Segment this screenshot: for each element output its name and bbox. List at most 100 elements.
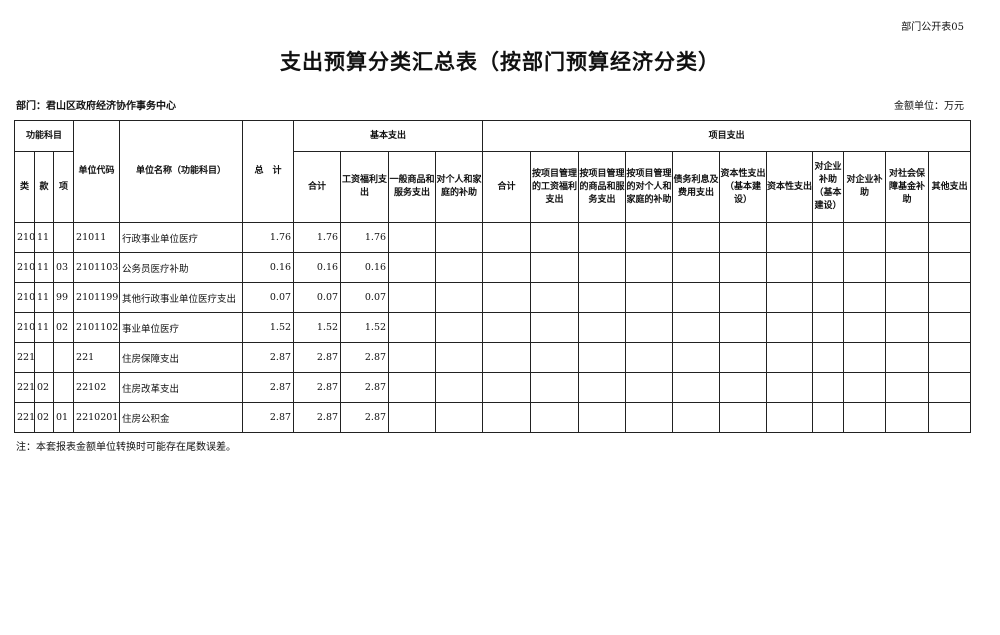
table-row: 221 221 住房保障支出 2.87 2.87 2.87: [14, 342, 972, 373]
cell-empty: [388, 312, 437, 343]
header-project-col: 按项目管理的商品和服务支出: [578, 151, 627, 223]
unit-label: 金额单位：万元: [894, 101, 964, 112]
cell-empty: [578, 342, 627, 373]
cell-empty: [812, 372, 845, 403]
cell-empty: [812, 282, 845, 313]
cell-empty: [928, 252, 972, 283]
cell-empty: [435, 372, 484, 403]
header-kuan: 款: [34, 151, 54, 223]
cell-kuan: 11: [34, 312, 54, 343]
page-title: 支出预算分类汇总表（按部门预算经济分类）: [280, 49, 720, 74]
cell-code: 2210201: [73, 402, 121, 433]
header-func-subject: 功能科目: [13, 120, 75, 152]
header-project-col: 合计: [482, 151, 532, 223]
cell-empty: [672, 372, 721, 403]
table-row: 210 11 02 2101102 事业单位医疗 1.52 1.52 1.52: [14, 312, 972, 343]
cell-empty: [843, 402, 887, 433]
table-row: 210 11 03 2101103 公务员医疗补助 0.16 0.16 0.16: [14, 252, 972, 283]
cell-empty: [672, 252, 721, 283]
cell-wages: 0.16: [340, 252, 390, 283]
cell-empty: [435, 222, 484, 253]
cell-empty: [928, 372, 972, 403]
cell-kuan: 11: [34, 222, 54, 253]
cell-empty: [530, 372, 580, 403]
cell-empty: [482, 342, 532, 373]
table-row: 210 11 99 2101199 其他行政事业单位医疗支出 0.07 0.07 0.07: [14, 282, 972, 313]
header-unit-code: 单位代码: [73, 120, 121, 223]
cell-empty: [435, 312, 484, 343]
cell-xiang: 02: [52, 312, 75, 343]
cell-lei: 221: [14, 402, 35, 433]
cell-empty: [482, 222, 532, 253]
cell-empty: [578, 402, 627, 433]
header-project-col: 资本性支出: [766, 151, 814, 223]
cell-basic-total: 1.52: [293, 312, 342, 343]
cell-lei: 210: [14, 312, 35, 343]
cell-empty: [625, 222, 674, 253]
cell-empty: [388, 222, 437, 253]
cell-code: 2101103: [73, 252, 121, 283]
table-row: 221 02 22102 住房改革支出 2.87 2.87 2.87: [14, 372, 972, 403]
cell-name: 行政事业单位医疗: [119, 222, 244, 253]
cell-empty: [625, 252, 674, 283]
footnote: 注：本套报表金额单位转换时可能存在尾数误差。: [16, 442, 236, 453]
cell-empty: [672, 222, 721, 253]
cell-empty: [530, 342, 580, 373]
cell-code: 2101102: [73, 312, 121, 343]
cell-name: 公务员医疗补助: [119, 252, 244, 283]
cell-name: 住房公积金: [119, 402, 244, 433]
cell-xiang: [52, 372, 75, 403]
cell-empty: [482, 282, 532, 313]
cell-empty: [719, 252, 768, 283]
cell-empty: [625, 402, 674, 433]
cell-xiang: 03: [52, 252, 75, 283]
cell-empty: [885, 402, 930, 433]
table-row: 221 02 01 2210201 住房公积金 2.87 2.87 2.87: [14, 402, 972, 433]
cell-empty: [625, 282, 674, 313]
header-unit-name: 单位名称（功能科目）: [119, 120, 244, 223]
cell-kuan: 11: [34, 282, 54, 313]
cell-total: 2.87: [242, 402, 295, 433]
header-project: 项目支出: [482, 120, 972, 152]
cell-total: 0.07: [242, 282, 295, 313]
header-basic-col: 一般商品和服务支出: [388, 151, 437, 223]
cell-basic-total: 1.76: [293, 222, 342, 253]
cell-empty: [843, 372, 887, 403]
cell-empty: [435, 282, 484, 313]
cell-empty: [578, 372, 627, 403]
cell-basic-total: 0.16: [293, 252, 342, 283]
cell-empty: [530, 222, 580, 253]
cell-code: 21011: [73, 222, 121, 253]
cell-name: 住房保障支出: [119, 342, 244, 373]
cell-empty: [766, 312, 814, 343]
cell-empty: [843, 252, 887, 283]
cell-empty: [388, 402, 437, 433]
header-project-col: 对企业补助（基本建设）: [812, 151, 845, 223]
cell-empty: [672, 312, 721, 343]
header-basic-col: 对个人和家庭的补助: [435, 151, 484, 223]
cell-empty: [435, 342, 484, 373]
cell-empty: [388, 282, 437, 313]
cell-total: 2.87: [242, 372, 295, 403]
header-basic-col: 合计: [293, 151, 342, 223]
cell-wages: 0.07: [340, 282, 390, 313]
cell-empty: [672, 342, 721, 373]
header-project-col: 债务利息及费用支出: [672, 151, 721, 223]
cell-wages: 2.87: [340, 342, 390, 373]
cell-empty: [578, 312, 627, 343]
cell-empty: [928, 312, 972, 343]
table-row: 210 11 21011 行政事业单位医疗 1.76 1.76 1.76: [14, 222, 972, 253]
cell-empty: [843, 342, 887, 373]
cell-empty: [719, 342, 768, 373]
cell-empty: [812, 402, 845, 433]
cell-empty: [719, 372, 768, 403]
form-number: 部门公开表05: [901, 22, 964, 33]
cell-wages: 1.52: [340, 312, 390, 343]
cell-empty: [719, 312, 768, 343]
cell-empty: [885, 282, 930, 313]
cell-empty: [928, 222, 972, 253]
cell-empty: [812, 222, 845, 253]
cell-empty: [843, 222, 887, 253]
cell-empty: [625, 312, 674, 343]
cell-empty: [388, 372, 437, 403]
